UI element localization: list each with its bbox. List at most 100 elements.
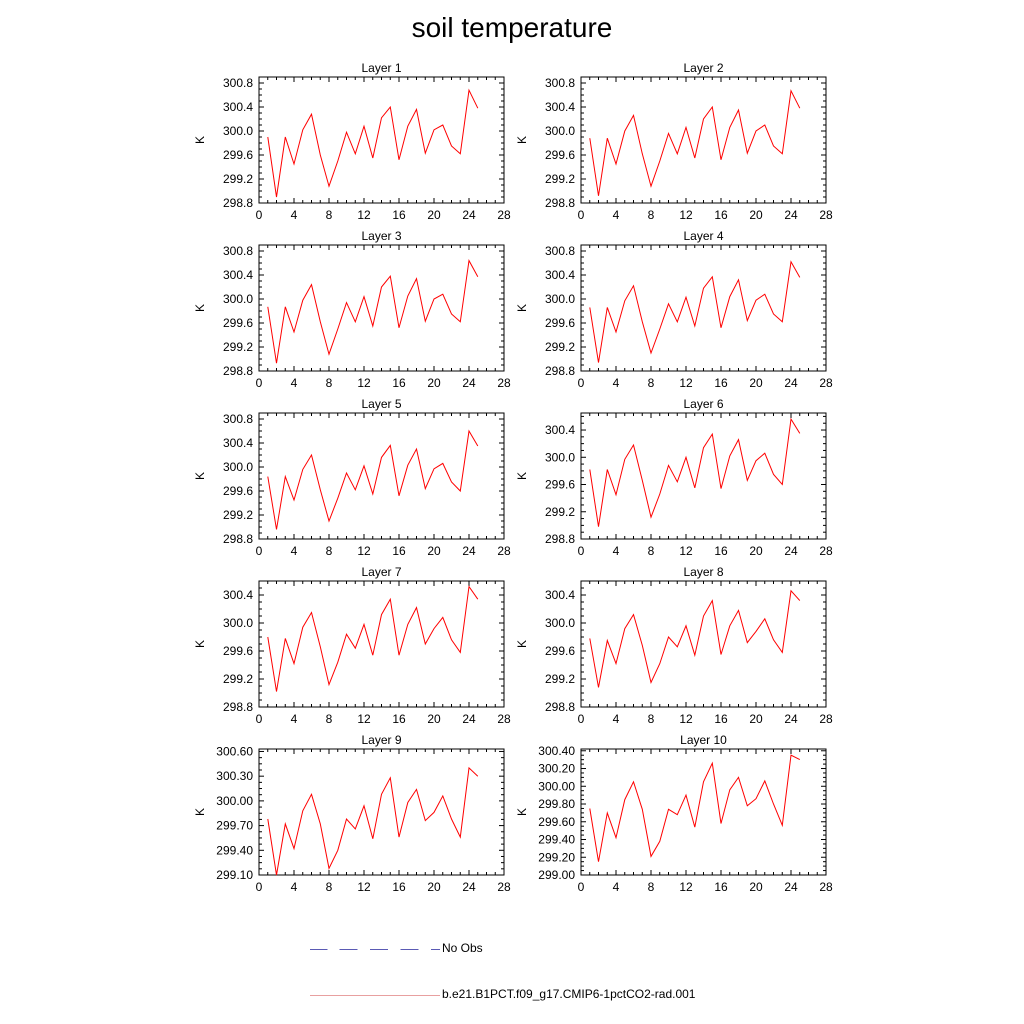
x-tick-label: 8 [648,712,655,726]
x-tick-label: 0 [256,544,263,558]
series-line [267,766,479,876]
x-tick-label: 0 [578,208,585,222]
x-tick-label: 16 [392,376,406,390]
series-line [267,429,479,530]
y-tick-label: 299.2 [223,672,253,686]
panel-title: Layer 10 [680,733,727,747]
panel-title: Layer 3 [361,229,401,243]
x-tick-label: 0 [578,712,585,726]
x-tick-label: 0 [578,880,585,894]
x-tick-label: 8 [648,376,655,390]
y-tick-label: 299.6 [545,644,575,658]
panel-title: Layer 4 [683,229,723,243]
series-line [267,259,479,364]
panel-title: Layer 1 [361,61,401,75]
x-tick-label: 20 [749,880,763,894]
y-axis-label: K [515,136,529,144]
x-tick-label: 28 [497,376,511,390]
y-tick-label: 298.8 [223,532,253,546]
y-tick-label: 300.4 [223,436,253,450]
x-tick-label: 12 [679,208,693,222]
x-tick-label: 12 [679,544,693,558]
x-tick-label: 16 [392,880,406,894]
legend-label: b.e21.B1PCT.f09_g17.CMIP6-1pctCO2-rad.00… [442,987,696,1001]
y-tick-label: 299.70 [216,819,253,833]
plot-frame [580,244,827,372]
x-tick-label: 16 [392,544,406,558]
x-tick-label: 20 [749,712,763,726]
x-tick-label: 24 [784,544,798,558]
y-tick-label: 299.6 [223,644,253,658]
legend-label: No Obs [442,941,483,955]
x-tick-label: 12 [679,712,693,726]
panel-title: Layer 2 [683,61,723,75]
x-tick-label: 24 [462,376,476,390]
x-tick-label: 16 [392,208,406,222]
y-tick-label: 300.00 [538,779,575,793]
y-axis-label: K [515,304,529,312]
x-tick-label: 8 [648,208,655,222]
x-tick-label: 28 [819,544,833,558]
y-tick-label: 300.4 [223,588,253,602]
series-line [267,585,479,692]
y-tick-label: 300.4 [545,100,575,114]
plot-frame [258,244,505,372]
y-tick-label: 299.6 [223,316,253,330]
x-tick-label: 16 [714,712,728,726]
x-tick-label: 12 [357,712,371,726]
x-tick-label: 0 [578,544,585,558]
y-tick-label: 299.6 [223,148,253,162]
x-tick-label: 20 [749,208,763,222]
y-tick-label: 300.60 [216,744,253,758]
x-tick-label: 12 [357,376,371,390]
y-axis-label: K [193,136,207,144]
legend-swatch-dashed [310,949,440,950]
panel-title: Layer 7 [361,565,401,579]
x-tick-label: 4 [291,544,298,558]
y-tick-label: 300.0 [545,124,575,138]
x-tick-label: 16 [714,208,728,222]
x-tick-label: 4 [613,208,620,222]
x-tick-label: 4 [613,544,620,558]
y-tick-label: 299.2 [545,340,575,354]
y-tick-label: 299.2 [545,672,575,686]
x-tick-label: 20 [427,376,441,390]
y-tick-label: 299.60 [538,815,575,829]
y-tick-label: 299.2 [545,172,575,186]
y-tick-label: 298.8 [223,364,253,378]
y-tick-label: 299.40 [538,833,575,847]
x-tick-label: 20 [427,880,441,894]
y-tick-label: 299.6 [545,478,575,492]
x-tick-label: 4 [613,712,620,726]
y-tick-label: 300.8 [223,76,253,90]
plot-frame [258,748,505,876]
x-tick-label: 16 [392,712,406,726]
plot-frame [258,412,505,540]
x-tick-label: 4 [291,208,298,222]
y-axis-label: K [515,640,529,648]
x-tick-label: 4 [613,376,620,390]
x-tick-label: 24 [784,208,798,222]
x-tick-label: 4 [291,712,298,726]
y-tick-label: 298.8 [545,364,575,378]
y-tick-label: 298.8 [223,700,253,714]
y-tick-label: 300.4 [545,268,575,282]
y-tick-label: 300.8 [545,76,575,90]
panel-title: Layer 9 [361,733,401,747]
y-tick-label: 300.0 [223,124,253,138]
y-tick-label: 299.20 [538,850,575,864]
y-tick-label: 300.4 [545,423,575,437]
series-line [589,754,801,862]
x-tick-label: 28 [497,208,511,222]
y-tick-label: 300.0 [545,450,575,464]
y-tick-label: 298.8 [545,196,575,210]
y-tick-label: 299.10 [216,868,253,882]
y-tick-label: 300.0 [545,292,575,306]
y-tick-label: 300.0 [223,616,253,630]
x-tick-label: 16 [714,880,728,894]
x-tick-label: 16 [714,376,728,390]
x-tick-label: 4 [291,376,298,390]
x-tick-label: 12 [357,880,371,894]
y-tick-label: 300.8 [223,244,253,258]
